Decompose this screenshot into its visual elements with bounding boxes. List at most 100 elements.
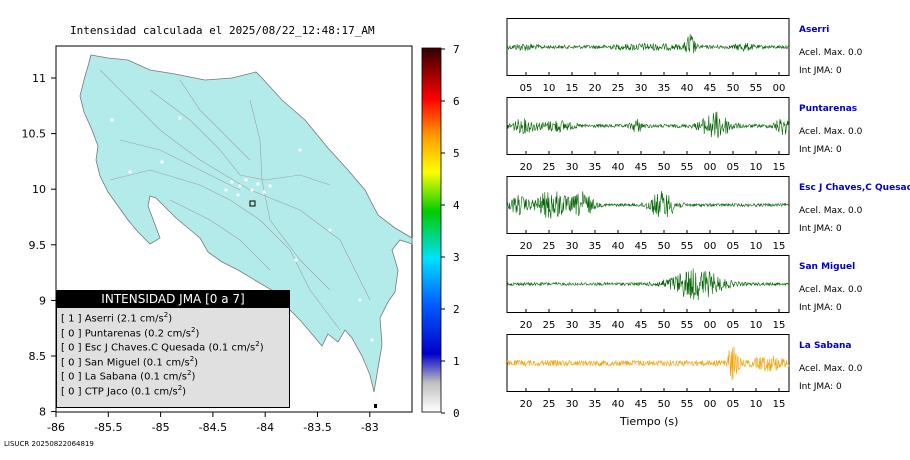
time-tick-label: 40 [612,162,625,173]
seismogram-panel: 20 25 30 35 40 45 50 55 00 05 10 15 [506,255,790,331]
station-int-jma: Int JMA: 0 [799,303,842,313]
legend-row-text: [ 0 ] Puntarenas (0.2 cm/s [61,327,191,339]
station-name: San Miguel [799,262,856,272]
time-tick-label: 10 [750,162,763,173]
time-tick-label: 45 [635,162,648,173]
time-tick-label: 25 [543,241,556,252]
time-tick-label: 30 [566,162,579,173]
time-tick-label: 30 [566,399,579,410]
time-tick-label: 35 [589,320,602,331]
colorbar-tick-label: 4 [453,199,460,212]
time-tick-label: 50 [658,320,671,331]
colorbar-tick-label: 2 [453,303,460,316]
time-tick-label: 10 [543,83,556,94]
time-axis-title: Tiempo (s) [620,415,679,428]
time-tick-label: 15 [773,399,786,410]
legend-row-end: ) [259,342,264,354]
time-tick-label: 55 [681,320,694,331]
colorbar-tick-label: 6 [453,95,460,108]
legend-row-sup: 2 [186,369,192,377]
time-tick-label: 00 [704,399,717,410]
map-y-tick-label: 10 [32,183,46,196]
time-tick-label: 00 [773,83,786,94]
map-x-tick-label: -84 [256,421,274,434]
station-accel-max: Acel. Max. 0.0 [799,364,863,374]
time-tick-label: 05 [727,162,740,173]
time-tick-label: 00 [704,241,717,252]
colorbar-tick-label: 5 [453,147,460,160]
legend-row: [ 1 ] Aserri (2.1 cm/s2) [57,308,289,325]
time-tick-label: 35 [658,83,671,94]
legend-row-sup: 2 [255,340,260,348]
time-tick-label: 25 [543,162,556,173]
station-int-jma: Int JMA: 0 [799,224,842,234]
map-y-tick-label: 8 [39,406,46,419]
legend-row-sup: 2 [177,383,183,392]
time-tick-label: 30 [566,241,579,252]
legend-row-sup: 2 [190,325,196,334]
map-y-tick-label: 9.5 [29,239,47,252]
legend-row: [ 0 ] Esc J Chaves.C Quesada (0.1 cm/s2) [57,337,289,354]
time-tick-label: 40 [612,399,625,410]
waveform-trace [506,111,790,138]
legend-row: [ 0 ] Puntarenas (0.2 cm/s2) [57,323,289,339]
legend-row-end: ) [194,356,199,368]
time-tick-label: 30 [635,83,648,94]
time-tick-label: 05 [520,83,533,94]
time-tick-label: 55 [750,83,763,94]
map-y-tick-label: 11 [32,72,46,85]
time-tick-label: 35 [589,162,602,173]
station-int-jma: Int JMA: 0 [799,382,842,392]
station-int-jma: Int JMA: 0 [799,66,842,76]
time-tick-label: 45 [635,241,648,252]
waveform-trace [506,34,789,54]
time-tick-label: 25 [612,83,625,94]
legend-row-sup: 2 [163,311,169,319]
seismogram-panel: 20 25 30 35 40 45 50 55 00 05 10 15 [506,97,790,173]
time-tick-label: 15 [773,162,786,173]
epicenter-marker [249,200,256,207]
colorbar-tick-label: 0 [453,407,460,420]
time-tick-label: 10 [750,241,763,252]
colorbar-tick-label: 3 [453,251,460,264]
colorbar-ticks: 7 6 5 4 3 2 1 0 [441,43,460,420]
colorbar-tick-label: 1 [453,355,460,368]
waveform-trace [506,268,790,301]
legend-row-end: ) [182,385,187,397]
time-tick-label: 40 [612,241,625,252]
colorbar-tick-label: 7 [453,43,460,56]
legend-row-text: [ 0 ] Esc J Chaves.C Quesada (0.1 cm/s [61,342,256,354]
seismogram-panel: 05 10 15 20 25 30 35 40 45 50 55 00 [506,18,790,94]
time-tick-label: 45 [704,83,717,94]
map-x-axis: -86 -85.5 -85 -84.5 -84 -83.5 -83 [47,412,379,434]
time-tick-label: 20 [520,399,533,410]
legend-row-text: [ 1 ] Aserri (2.1 cm/s [61,313,164,325]
map-y-tick-label: 8.5 [29,350,47,363]
country-outline [79,54,413,393]
time-tick-label: 25 [543,320,556,331]
station-int-jma: Int JMA: 0 [799,145,842,155]
city-points [110,116,374,342]
station-accel-max: Acel. Max. 0.0 [799,48,863,58]
station-accel-max: Acel. Max. 0.0 [799,285,863,295]
legend-row: [ 0 ] San Miguel (0.1 cm/s2) [57,352,289,368]
island-marker [374,404,377,408]
map-x-tick-label: -86 [47,421,65,434]
legend-row-text: [ 0 ] San Miguel (0.1 cm/s [61,356,190,368]
time-tick-label: 20 [520,162,533,173]
time-tick-label: 55 [681,241,694,252]
time-tick-label: 25 [543,399,556,410]
road-network [99,69,371,331]
time-tick-label: 50 [727,83,740,94]
time-tick-label: 10 [750,320,763,331]
time-tick-label: 10 [750,399,763,410]
legend-title: INTENSIDAD JMA [0 a 7] [57,291,289,308]
time-tick-label: 55 [681,162,694,173]
time-tick-label: 35 [589,241,602,252]
time-tick-label: 40 [681,83,694,94]
station-name: Puntarenas [799,104,858,114]
map-title: Intensidad calculada el 2025/08/22_12:48… [70,24,375,37]
legend-row: [ 0 ] La Sabana (0.1 cm/s2) [57,366,289,382]
time-tick-label: 55 [681,399,694,410]
time-tick-label: 30 [566,320,579,331]
